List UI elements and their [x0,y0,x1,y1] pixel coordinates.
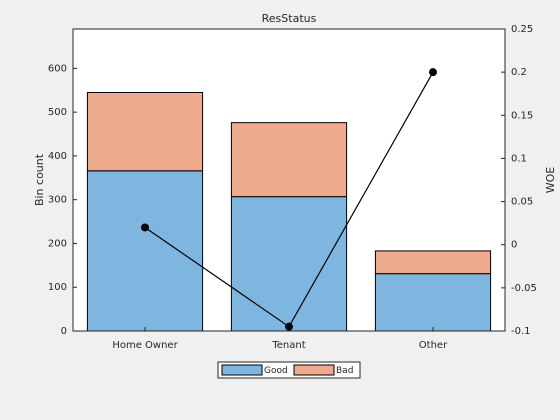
x-tick-label: Other [419,340,448,351]
y2-axis-label: WOE [544,167,557,194]
y-tick-label: 200 [48,238,67,249]
woe-point [429,68,437,77]
y2-tick-label: -0.1 [511,326,531,337]
y2-tick-label: 0.25 [511,24,533,35]
legend-swatch [293,364,335,376]
y2-tick-label: 0.15 [511,110,533,121]
legend-swatch [221,364,263,376]
y-tick-label: 0 [61,326,67,337]
bar-segment [374,273,492,332]
y-tick-label: 600 [48,63,67,74]
y2-tick-label: 0.1 [511,153,527,164]
axes-box [72,28,506,332]
y-tick-label: 300 [48,195,67,206]
y-tick-label: 500 [48,107,67,118]
bar-segment [86,91,204,172]
y-tick-label: 100 [48,282,67,293]
bar-segment [230,122,348,198]
y2-tick-label: -0.05 [511,283,537,294]
y2-tick-label: 0.2 [511,67,527,78]
bar-segment [86,170,204,332]
bar-segment [230,196,348,332]
woe-point [141,223,149,232]
legend-label: Bad [336,366,353,376]
legend-label: Good [264,366,288,376]
y-tick-label: 400 [48,151,67,162]
y2-tick-label: 0 [511,240,517,251]
x-tick-label: Tenant [271,340,305,351]
chart-title: ResStatus [262,12,317,25]
woe-point [285,322,293,331]
bar-segment [374,250,492,275]
y-axis-label: Bin count [33,153,46,206]
y2-tick-label: 0.05 [511,197,533,208]
x-tick-label: Home Owner [112,340,178,351]
